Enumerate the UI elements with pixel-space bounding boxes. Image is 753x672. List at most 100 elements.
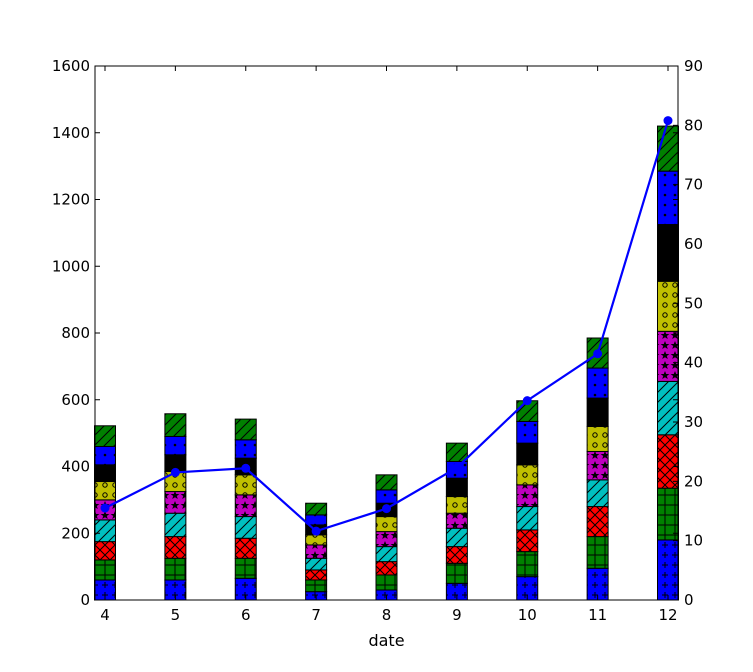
bar-segment [305,544,328,559]
line-series [104,120,670,533]
bar-segment [657,280,679,332]
bar-segment [164,512,187,538]
bar-segment [94,481,116,501]
bar-segment [375,561,398,576]
bar-segment [516,506,539,531]
x-tick-label: 10 [518,606,537,624]
bar-segment [164,491,187,514]
y2-tick-label: 20 [684,472,703,490]
bar-segment [234,474,257,496]
bar-segment [94,425,116,447]
bar-segment [375,474,398,491]
line-point [593,349,603,359]
bar-segment [234,516,257,539]
bar-segment [445,562,468,584]
y-tick-label: 800 [61,324,90,342]
y2-tick-label: 30 [684,413,703,431]
bar-segment [516,442,539,466]
bar-segment [657,224,679,282]
bar-segment [164,413,187,437]
bar-segment [586,367,609,399]
y2-tick-label: 0 [684,591,694,609]
bar-segment [657,487,679,541]
bar-segment [305,502,328,516]
bar-segment [164,536,187,559]
x-tick-label: 8 [382,606,392,624]
line-layer [100,116,673,536]
bar-segment [375,516,398,533]
y-tick-label: 1600 [52,57,90,75]
bar-segment [305,579,328,593]
line-point [311,526,321,536]
bar-segment [94,519,116,543]
bar-segment [586,536,609,569]
line-point [522,396,532,406]
x-axis-label: date [368,631,404,650]
y2-tick-label: 10 [684,532,703,550]
bar-segment [234,439,257,459]
y-tick-label: 0 [80,591,90,609]
y2-tick-label: 60 [684,235,703,253]
y2-tick-label: 40 [684,354,703,372]
bar-segment [516,551,539,578]
x-tick-label: 12 [658,606,677,624]
line-point [241,463,251,473]
left-axis: 0 200 400 600 800 1000 1200 1400 1600 [52,57,678,609]
bar-segment [305,557,328,571]
bar-segment [516,529,539,553]
line-point [382,504,391,514]
bottom-axis: 4 5 6 7 8 9 10 11 12 [100,66,678,624]
y2-tick-label: 80 [684,116,703,134]
bar-segment [657,170,679,226]
bar-segment [94,559,116,581]
y-tick-label: 1400 [52,124,90,142]
y2-tick-label: 50 [684,294,703,312]
y-tick-label: 1200 [52,191,90,209]
line-point [663,116,673,126]
bar-segment [234,418,257,441]
bar-segment [94,445,116,466]
bar-segment [586,479,609,508]
bar-segment [445,442,468,462]
bar-segment [586,397,609,427]
bar-segment [516,464,539,486]
bar-segment [375,531,398,548]
bar-segment [445,496,468,514]
bars-layer [94,125,679,601]
bar-segment [234,494,257,518]
bar-segment [657,434,679,489]
line-point [100,503,110,513]
bar-segment [234,537,257,559]
bar-segment [234,557,257,579]
bar-segment [445,477,468,498]
y2-tick-label: 70 [684,176,703,194]
bar-segment [94,464,116,483]
bar-segment [657,330,679,382]
bar-segment [164,557,187,581]
x-tick-label: 4 [100,606,110,624]
bar-segment [657,380,679,436]
bar-segment [445,527,468,548]
x-tick-label: 9 [452,606,462,624]
bar-segment [516,484,539,508]
bar-segment [586,450,609,481]
y2-tick-label: 90 [684,57,703,75]
x-tick-label: 5 [171,606,181,624]
y-tick-label: 1000 [52,257,90,275]
bar-segment [94,541,116,561]
x-tick-label: 11 [588,606,607,624]
bar-segment [657,539,679,601]
line-point [170,467,180,477]
bar-segment [305,569,328,581]
bar-segment [586,506,609,538]
right-axis: 0 10 20 30 40 50 60 70 80 90 [673,57,703,609]
bar-segment [305,534,328,546]
bar-segment [516,420,539,444]
bar-segment [375,574,398,591]
x-tick-label: 6 [241,606,251,624]
bar-segment [445,546,468,564]
bar-segment [164,435,187,456]
y-tick-label: 600 [61,391,90,409]
